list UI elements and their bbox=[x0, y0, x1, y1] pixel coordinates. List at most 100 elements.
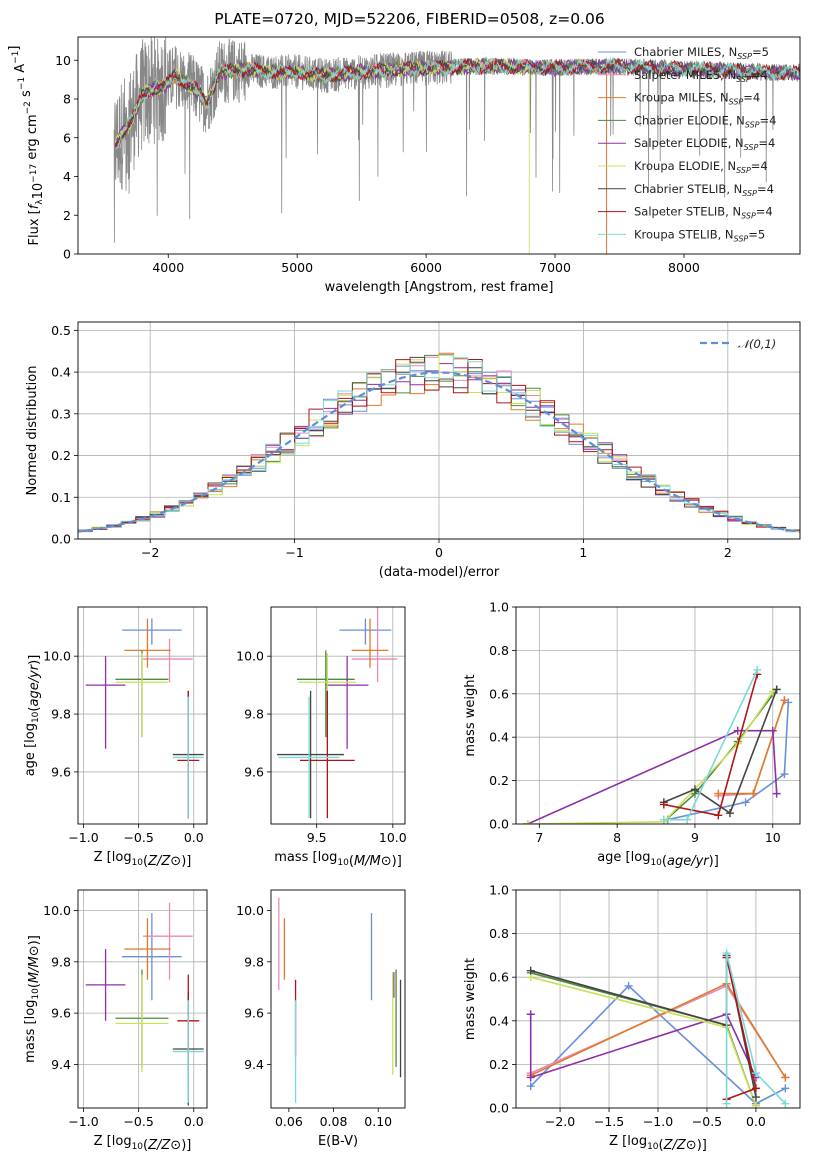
axes-frame bbox=[77, 889, 208, 1109]
legend-entry: Salpeter ELODIE, NSSP=4 bbox=[634, 136, 775, 152]
y-axis-label: mass [log10(M/M⊙)] bbox=[23, 935, 42, 1063]
x-tick-label: 6000 bbox=[410, 260, 442, 275]
z-age-panel: −1.0 −0.5 0.0 9.6 9.8 10.0 Z [log10(Z/Z⊙)] age … bbox=[23, 606, 208, 869]
x-tick-label: −2.0 bbox=[545, 1114, 575, 1129]
weight-marker bbox=[751, 1101, 760, 1108]
axes-frame bbox=[515, 889, 801, 1109]
y-tick-label: 0.2 bbox=[489, 773, 509, 788]
y-axis-label: mass weight bbox=[463, 674, 478, 756]
x-axis-label: wavelength [Angstrom, rest frame] bbox=[325, 280, 554, 295]
weight-marker bbox=[683, 815, 692, 824]
residual-hist-panel: −2 −1 0 1 2 0.0 0.1 0.2 0.3 0.4 0.5 𝒩(0,1) (data-mod… bbox=[25, 321, 801, 580]
weight-series-line bbox=[530, 972, 757, 1107]
x-tick-label: −0.5 bbox=[123, 830, 153, 845]
legend-entry: Salpeter STELIB, NSSP=4 bbox=[634, 205, 773, 221]
y-tick-label: 0.5 bbox=[51, 323, 71, 338]
weight-marker bbox=[725, 809, 734, 818]
legend-entry: Chabrier STELIB, NSSP=4 bbox=[634, 182, 774, 198]
z-weight-plot-area bbox=[516, 890, 800, 1108]
x-tick-label: 0.10 bbox=[364, 1114, 392, 1129]
legend-entry: Chabrier ELODIE, NSSP=4 bbox=[634, 113, 776, 129]
y-tick-label: 10.0 bbox=[236, 649, 264, 664]
x-tick-label: 0 bbox=[435, 545, 443, 560]
y-tick-label: 0.4 bbox=[51, 365, 71, 380]
z-weight-panel: −2.0 −1.5 −1.0 −0.5 0.0 0.0 0.2 0.4 0.6 0.8 1.0 Z [… bbox=[463, 883, 801, 1153]
y-tick-label: 0.8 bbox=[489, 926, 509, 941]
z-mass-plot-area bbox=[78, 890, 207, 1108]
y-tick-label: 6 bbox=[63, 130, 71, 145]
weight-series-line bbox=[667, 702, 790, 821]
mass-age-panel: 9.5 10.0 9.6 9.8 10.0 mass [log10(M/M⊙)] bbox=[236, 606, 407, 869]
spectrum-panel: 4000 5000 6000 7000 8000 0 2 4 6 8 10 Chabrier MILE… bbox=[7, 36, 801, 295]
weight-marker bbox=[733, 726, 742, 735]
axes-frame bbox=[77, 321, 801, 540]
x-tick-label: −1.0 bbox=[68, 1114, 98, 1129]
data-point bbox=[115, 974, 169, 1073]
data-point bbox=[277, 690, 345, 819]
spectrum-plot-area bbox=[113, 37, 800, 254]
legend-entry: 𝒩(0,1) bbox=[738, 337, 776, 351]
y-tick-label: 0.3 bbox=[51, 406, 71, 421]
y-axis-label: mass weight bbox=[463, 958, 478, 1040]
weight-marker bbox=[722, 949, 731, 958]
x-tick-label: 0.0 bbox=[184, 1114, 204, 1129]
x-tick-label: −0.5 bbox=[123, 1114, 153, 1129]
x-tick-label: −1.0 bbox=[643, 1114, 673, 1129]
x-axis-label: mass [log10(M/M⊙)] bbox=[274, 850, 402, 869]
x-axis-label: age [log10(age/yr)] bbox=[597, 850, 719, 869]
weight-marker bbox=[526, 1082, 535, 1091]
data-point bbox=[172, 1000, 204, 1103]
weight-series-line bbox=[663, 689, 778, 815]
x-tick-label: −1.0 bbox=[68, 830, 98, 845]
y-tick-label: 0.2 bbox=[489, 1057, 509, 1072]
weight-marker bbox=[722, 1099, 731, 1108]
normal-curve bbox=[78, 371, 800, 533]
x-tick-label: 9.5 bbox=[307, 830, 327, 845]
axes-frame bbox=[77, 606, 208, 825]
x-tick-label: 8000 bbox=[668, 260, 700, 275]
ebv-mass-panel: 0.06 0.08 0.10 9.4 9.6 9.8 10.0 E(B-V) bbox=[236, 889, 406, 1149]
y-tick-label: 9.6 bbox=[244, 1006, 264, 1021]
y-tick-label: 10 bbox=[55, 53, 71, 68]
weight-marker bbox=[523, 820, 532, 824]
y-tick-label: 8 bbox=[63, 92, 71, 107]
weight-marker bbox=[781, 1099, 790, 1108]
y-axis-label: Flux [fλ10−17 erg cm−2 s−1 A−1] bbox=[7, 46, 46, 246]
age-weight-panel: 7 8 9 10 0.0 0.2 0.4 0.6 0.8 1.0 age [log10(age/yr… bbox=[463, 600, 801, 869]
data-point bbox=[143, 638, 193, 683]
x-tick-label: 9 bbox=[691, 830, 699, 845]
x-tick-label: 5000 bbox=[281, 260, 313, 275]
weight-marker bbox=[751, 1093, 760, 1102]
weight-marker bbox=[749, 789, 758, 798]
x-tick-label: 10.0 bbox=[379, 830, 407, 845]
weight-marker bbox=[768, 726, 777, 735]
data-point bbox=[296, 650, 355, 738]
weight-series-line bbox=[529, 1013, 757, 1079]
y-tick-label: 0.6 bbox=[489, 970, 509, 985]
y-tick-label: 9.4 bbox=[51, 1057, 71, 1072]
data-point bbox=[351, 607, 398, 683]
weight-marker bbox=[659, 815, 668, 824]
weight-marker bbox=[659, 800, 668, 809]
x-tick-label: −1 bbox=[285, 545, 303, 560]
weight-marker bbox=[772, 685, 781, 694]
weight-series-line bbox=[530, 984, 786, 1105]
y-tick-label: 0.6 bbox=[489, 686, 509, 701]
figure-title: PLATE=0720, MJD=52206, FIBERID=0508, z=0… bbox=[214, 10, 605, 28]
x-tick-label: 2 bbox=[724, 545, 732, 560]
x-axis-label: Z [log10(Z/Z⊙)] bbox=[94, 850, 192, 869]
axes-frame bbox=[270, 606, 406, 825]
spectrum-legend: Chabrier MILES, NSSP=5 Salpeter MILES, NS… bbox=[598, 45, 776, 243]
legend-entry: Kroupa STELIB, NSSP=5 bbox=[634, 227, 765, 243]
z-mass-panel: −1.0 −0.5 0.0 9.4 9.6 9.8 10.0 Z [log10(Z/Z⊙)] m… bbox=[23, 889, 208, 1153]
y-tick-label: 9.8 bbox=[51, 707, 71, 722]
axes-frame bbox=[515, 606, 801, 825]
x-tick-label: 0.0 bbox=[184, 830, 204, 845]
y-tick-label: 9.4 bbox=[244, 1057, 264, 1072]
x-tick-label: −0.5 bbox=[692, 1114, 722, 1129]
y-tick-label: 9.8 bbox=[51, 954, 71, 969]
x-tick-label: 7 bbox=[535, 830, 543, 845]
data-point bbox=[172, 696, 204, 819]
weight-marker bbox=[781, 1084, 790, 1093]
